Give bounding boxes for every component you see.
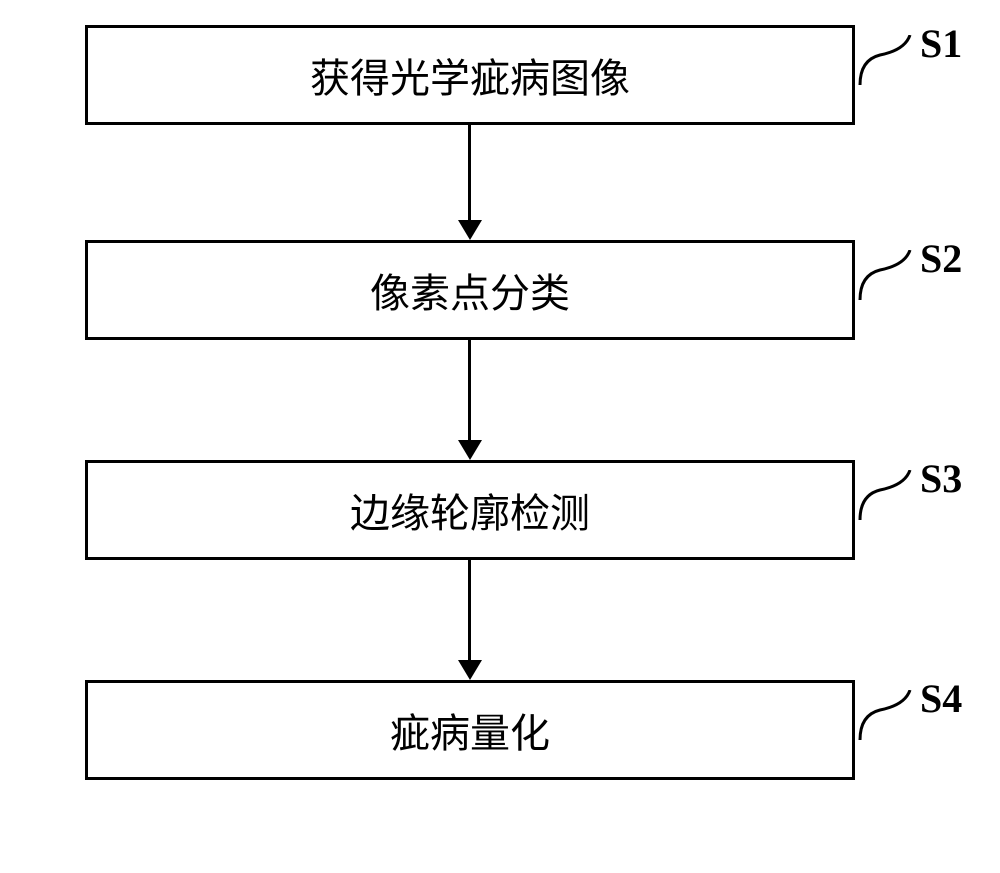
step-label-s2: S2: [920, 235, 962, 282]
arrow-1: [468, 125, 471, 220]
step-label-s4: S4: [920, 675, 962, 722]
bracket-s3: [855, 470, 915, 525]
step-text-s3: 边缘轮廓检测: [350, 481, 590, 539]
step-box-s1: 获得光学疵病图像: [85, 25, 855, 125]
step-text-s2: 像素点分类: [370, 261, 570, 319]
bracket-s1: [855, 35, 915, 90]
step-label-s1: S1: [920, 20, 962, 67]
step-box-s2: 像素点分类: [85, 240, 855, 340]
bracket-s2: [855, 250, 915, 305]
bracket-s4: [855, 690, 915, 745]
arrow-head-3: [458, 660, 482, 680]
arrow-2: [468, 340, 471, 440]
step-text-s4: 疵病量化: [390, 701, 550, 759]
step-label-s3: S3: [920, 455, 962, 502]
step-box-s3: 边缘轮廓检测: [85, 460, 855, 560]
step-text-s1: 获得光学疵病图像: [310, 46, 630, 104]
step-box-s4: 疵病量化: [85, 680, 855, 780]
arrow-head-1: [458, 220, 482, 240]
arrow-head-2: [458, 440, 482, 460]
arrow-3: [468, 560, 471, 660]
